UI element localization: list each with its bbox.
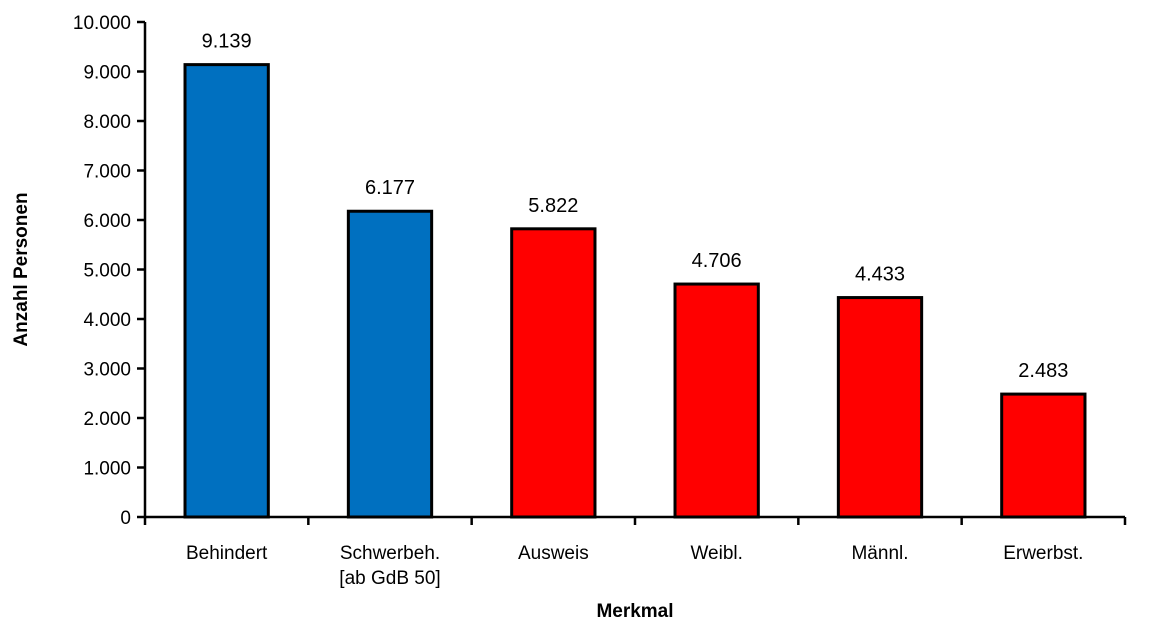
y-tick-label: 3.000 <box>83 360 131 381</box>
bar <box>1000 392 1087 519</box>
category-label: Weibl. <box>690 543 742 564</box>
bar <box>183 63 270 519</box>
bar-value-label: 4.433 <box>855 264 905 286</box>
bar <box>346 209 434 519</box>
y-tick-label: 7.000 <box>83 162 131 183</box>
category-label: Schwerbeh. <box>340 543 440 564</box>
y-axis-title: Anzahl Personen <box>11 192 32 346</box>
bar <box>673 282 760 519</box>
data-labels-group: 9.139 6.177 5.822 4.706 4.433 2.483 <box>202 31 1069 382</box>
category-label: [ab GdB 50] <box>339 568 440 589</box>
bars-group <box>183 63 1087 519</box>
y-tick-label: 0 <box>120 508 131 529</box>
bar <box>836 296 924 519</box>
bar-value-label: 9.139 <box>202 31 252 53</box>
y-tick-label: 5.000 <box>83 261 131 282</box>
y-tick-label: 1.000 <box>83 459 131 480</box>
category-label: Behindert <box>186 543 268 564</box>
y-ticks-group: 0 1.000 2.000 3.000 4.000 5.000 6.000 7.000 8.00… <box>73 13 145 529</box>
y-tick-label: 2.000 <box>83 409 131 430</box>
bar-value-label: 4.706 <box>692 250 742 272</box>
bar-value-label: 6.177 <box>365 177 415 199</box>
category-labels-group: Behindert Schwerbeh. [ab GdB 50] Ausweis Wei… <box>186 543 1083 589</box>
y-tick-label: 6.000 <box>83 211 131 232</box>
category-label: Erwerbst. <box>1003 543 1083 564</box>
y-tick-label: 8.000 <box>83 112 131 133</box>
category-label: Ausweis <box>518 543 589 564</box>
bar-value-label: 5.822 <box>528 195 578 217</box>
y-tick-label: 9.000 <box>83 63 131 84</box>
bar <box>510 227 597 519</box>
x-ticks-group <box>143 517 1127 525</box>
y-tick-label: 10.000 <box>73 13 131 34</box>
y-tick-label: 4.000 <box>83 310 131 331</box>
x-axis-title: Merkmal <box>596 601 673 622</box>
bar-value-label: 2.483 <box>1018 360 1068 382</box>
category-label: Männl. <box>851 543 908 564</box>
